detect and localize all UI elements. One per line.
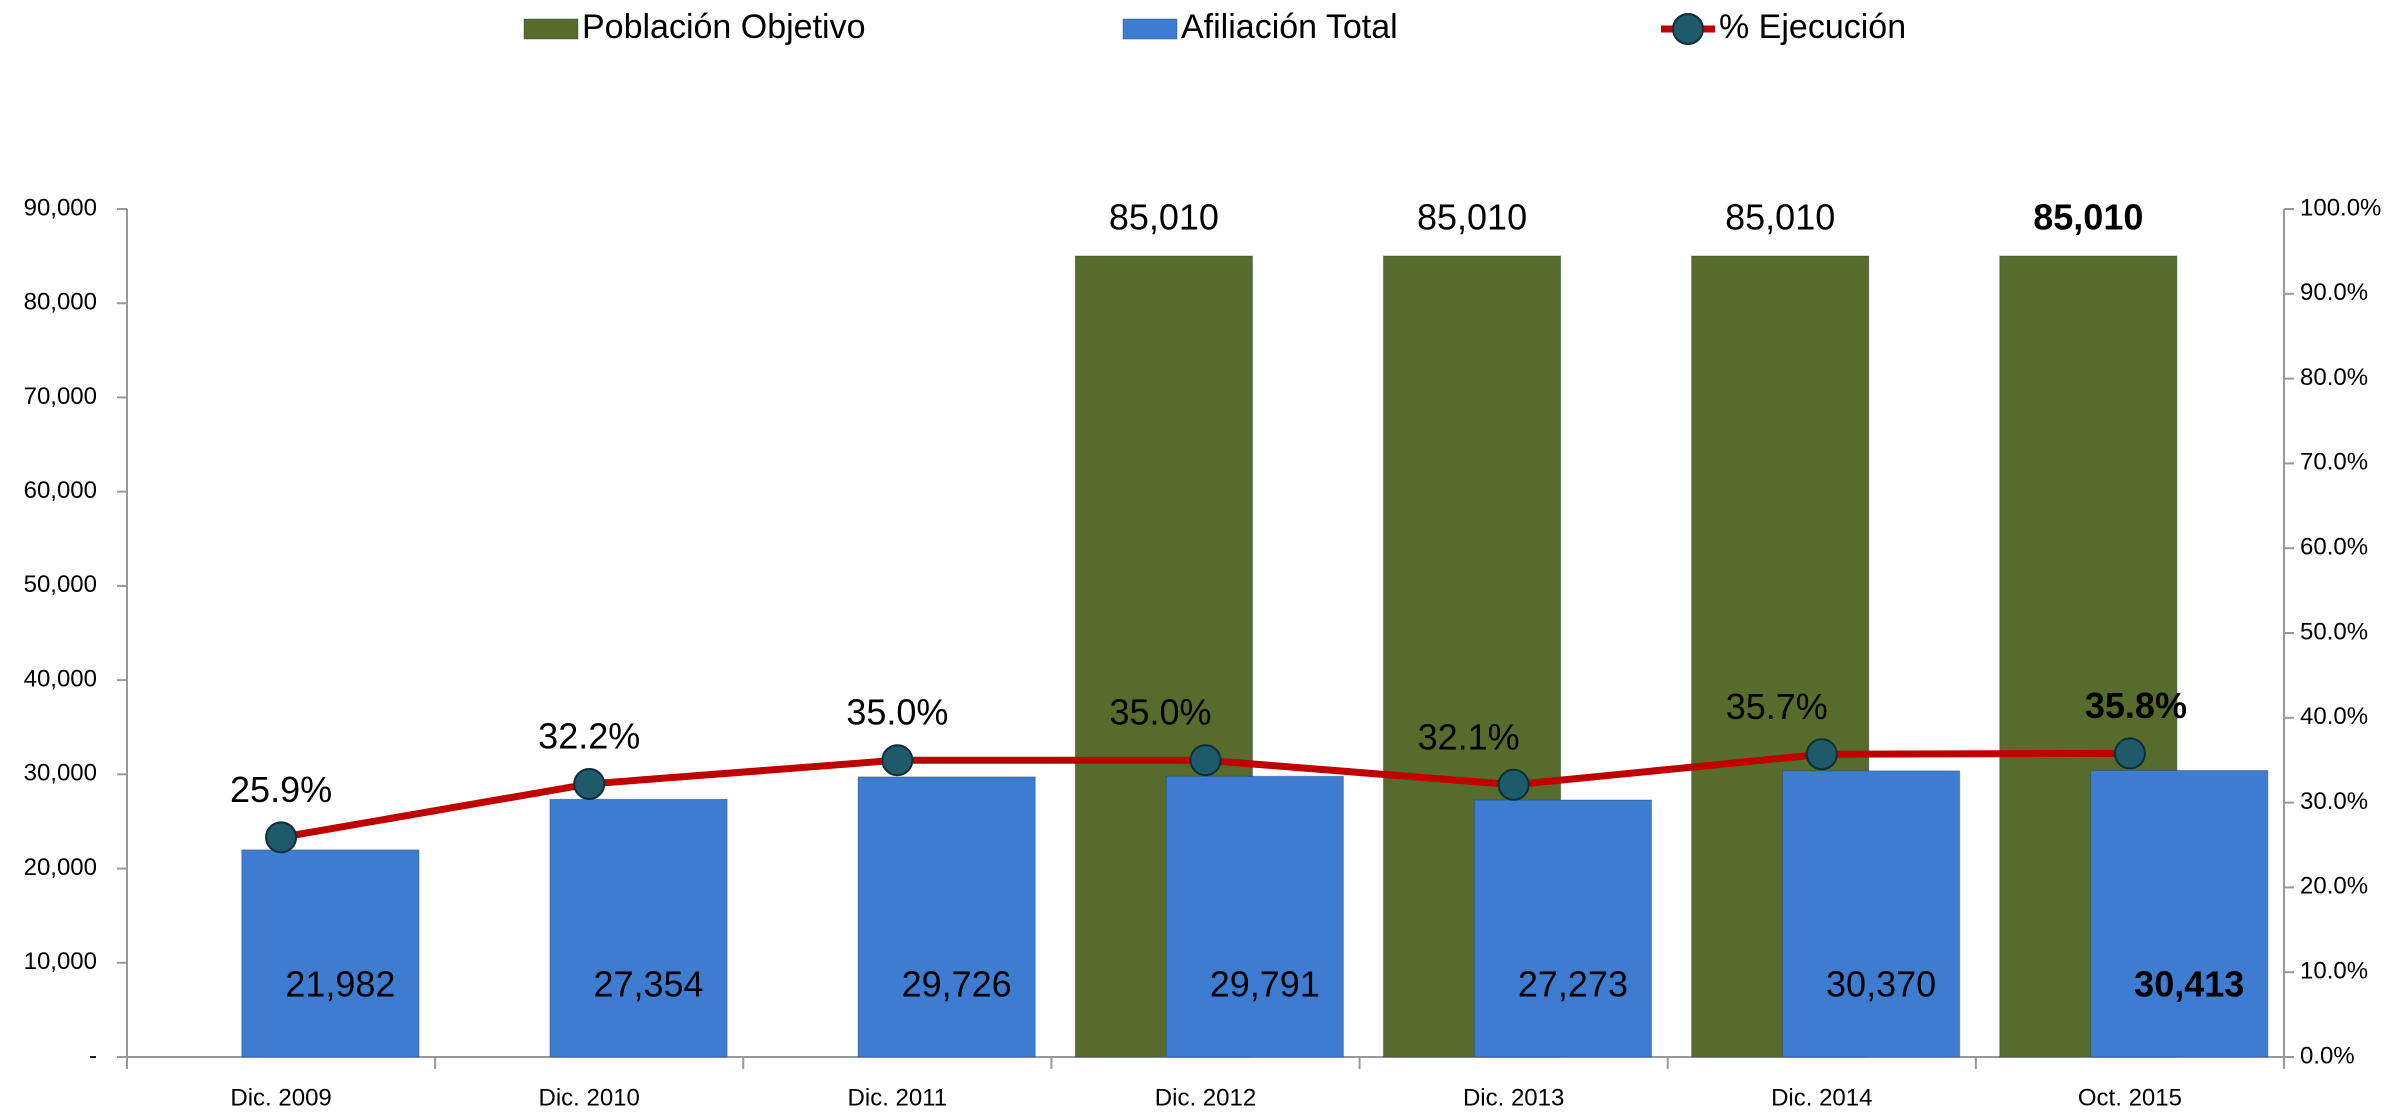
data-label: 32.1%: [1418, 716, 1520, 757]
x-tick-label: Dic. 2014: [1771, 1084, 1872, 1111]
legend-swatch: [523, 18, 579, 40]
data-label: 25.9%: [230, 769, 332, 810]
y2-tick-label: 50.0%: [2300, 618, 2368, 645]
x-tick-label: Dic. 2010: [539, 1084, 640, 1111]
data-label: 35.0%: [1109, 692, 1211, 733]
marker: [2113, 737, 2146, 770]
y2-tick-label: 70.0%: [2300, 449, 2368, 476]
y2-tick-label: 80.0%: [2300, 364, 2368, 391]
y2-tick-label: 90.0%: [2300, 279, 2368, 306]
data-label: 29,791: [1210, 964, 1320, 1005]
y-tick-label: -: [89, 1042, 97, 1069]
data-label: 21,982: [285, 964, 395, 1005]
bar: [1165, 775, 1344, 1058]
legend-label: % Ejecución: [1719, 8, 1906, 46]
data-label: 85,010: [2033, 197, 2143, 238]
y-tick-label: 10,000: [24, 948, 97, 975]
x-tick-label: Dic. 2013: [1463, 1084, 1564, 1111]
data-label: 35.0%: [846, 692, 948, 733]
x-tick-label: Oct. 2015: [2078, 1084, 2182, 1111]
data-label: 27,273: [1518, 964, 1628, 1005]
marker: [881, 744, 914, 777]
bar: [1781, 770, 1961, 1058]
y-tick-label: 40,000: [24, 665, 97, 692]
y-tick-label: 90,000: [24, 194, 97, 221]
data-label: 27,354: [593, 964, 703, 1005]
legend-swatch: [1122, 18, 1178, 40]
data-label: 85,010: [1725, 197, 1835, 238]
y-tick-label: 60,000: [24, 477, 97, 504]
data-label: 85,010: [1417, 197, 1527, 238]
y-tick-label: 50,000: [24, 571, 97, 598]
y2-tick-label: 100.0%: [2300, 194, 2381, 221]
marker: [265, 821, 298, 854]
y-tick-label: 70,000: [24, 383, 97, 410]
data-label: 35.8%: [2085, 685, 2187, 726]
data-label: 35.7%: [1726, 686, 1828, 727]
bar: [549, 798, 728, 1058]
bar: [1473, 799, 1653, 1058]
y2-tick-label: 40.0%: [2300, 703, 2368, 730]
x-tick-label: Dic. 2009: [230, 1084, 331, 1111]
legend-marker: [1672, 13, 1704, 45]
legend-label: Afiliación Total: [1181, 8, 1398, 46]
bar: [857, 776, 1036, 1058]
legend-label: Población Objetivo: [582, 8, 866, 46]
y-tick-label: 20,000: [24, 854, 97, 881]
data-label: 32.2%: [538, 715, 640, 756]
x-tick-label: Dic. 2012: [1155, 1084, 1256, 1111]
marker: [573, 767, 606, 800]
data-label: 29,726: [902, 964, 1012, 1005]
bar: [2090, 769, 2269, 1058]
y2-tick-label: 0.0%: [2300, 1042, 2355, 1069]
marker: [1497, 768, 1530, 801]
y2-tick-label: 60.0%: [2300, 534, 2368, 561]
y-tick-label: 30,000: [24, 760, 97, 787]
x-tick-label: Dic. 2011: [848, 1084, 948, 1111]
data-label: 30,413: [2134, 964, 2244, 1005]
y2-tick-label: 10.0%: [2300, 958, 2368, 985]
data-label: 85,010: [1109, 197, 1219, 238]
y2-tick-label: 20.0%: [2300, 873, 2368, 900]
y-tick-label: 80,000: [24, 289, 97, 316]
marker: [1805, 738, 1838, 771]
bar: [241, 849, 420, 1058]
y2-tick-label: 30.0%: [2300, 788, 2368, 815]
data-label: 30,370: [1826, 964, 1936, 1005]
marker: [1189, 744, 1222, 777]
